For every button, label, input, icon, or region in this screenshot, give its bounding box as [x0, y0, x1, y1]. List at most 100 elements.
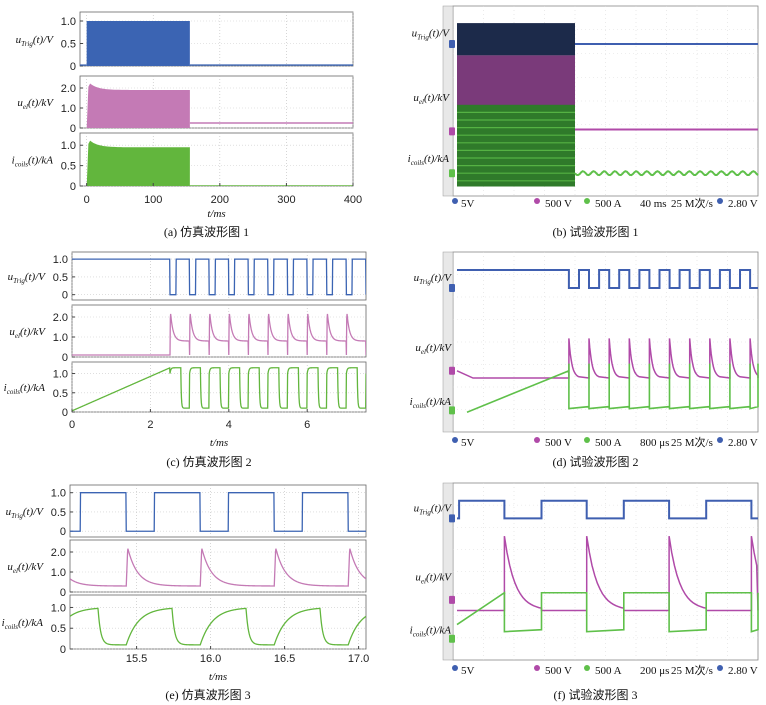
series-band — [86, 83, 190, 128]
readout-dot — [452, 665, 458, 671]
scope-traces — [456, 499, 759, 633]
axis-label: icoils(t)/kA — [410, 624, 452, 638]
panel-frame — [71, 361, 367, 413]
y-tick-label: 0.5 — [51, 507, 66, 519]
waveform-group — [80, 21, 353, 66]
figure-caption: (e) 仿真波形图 3 — [165, 688, 250, 702]
panel-frame — [71, 251, 367, 301]
readout-text: 5V — [461, 665, 475, 677]
axis-label: uel(t)/kV — [413, 92, 450, 106]
x-tick-label: 100 — [144, 194, 162, 206]
readout-text: 2.80 V — [728, 437, 758, 449]
series-line — [72, 313, 366, 356]
readout-text: 5V — [461, 198, 475, 210]
trigger-trace — [457, 499, 758, 520]
x-tick-label: 16.5 — [274, 653, 295, 665]
current-trace — [456, 591, 759, 633]
y-tick-label: 0.5 — [53, 388, 68, 400]
axis-label: icoils(t)/kA — [2, 617, 44, 631]
sim-plot-1: 0 0.5 1.0 uTrig(t)/V 0 1.0 2.0 uel(t)/kV 0 0.5 1.0… — [12, 11, 362, 239]
figure-caption: (c) 仿真波形图 2 — [166, 455, 251, 469]
x-tick-label: 200 — [211, 194, 229, 206]
channel-marker — [449, 169, 455, 178]
waveform-group — [70, 492, 366, 532]
y-tick-label: 1.0 — [53, 369, 68, 381]
y-tick-label: 0 — [62, 290, 68, 302]
x-tick-label: 4 — [226, 419, 232, 431]
y-tick-label: 0 — [70, 61, 76, 73]
panel-1: 0 0.5 1.0 uTrig(t)/V — [6, 484, 367, 538]
readout-text: 5V — [461, 437, 475, 449]
axis-label: uel(t)/kV — [9, 326, 46, 340]
panel-3: 0 0.5 1.0 icoils(t)/kA — [12, 132, 354, 193]
voltage-trace — [457, 535, 759, 612]
y-tick-label: 1.0 — [61, 103, 76, 115]
y-tick-label: 0 — [70, 181, 76, 193]
y-tick-label: 0 — [70, 123, 76, 135]
series-line — [70, 492, 366, 532]
y-tick-label: 0 — [60, 587, 66, 599]
series-band — [86, 140, 190, 186]
current-trace — [466, 363, 759, 413]
trigger-band — [457, 23, 575, 56]
panel-frame — [69, 594, 367, 650]
waveform-group — [70, 548, 366, 587]
axis-label: uel(t)/kV — [7, 561, 44, 575]
readout-dot — [717, 665, 723, 671]
axis-label: icoils(t)/kA — [410, 396, 452, 410]
channel-marker — [449, 406, 455, 415]
readout-dot — [584, 198, 590, 204]
x-tick-label: 300 — [277, 194, 295, 206]
readout-dot — [534, 437, 540, 443]
readout-text: 200 μs — [640, 665, 669, 677]
axis-label: icoils(t)/kA — [4, 382, 46, 396]
figure-caption: (a) 仿真波形图 1 — [164, 225, 249, 239]
panel-2: 0 1.0 2.0 uel(t)/kV — [7, 539, 367, 599]
y-tick-label: 0.5 — [61, 39, 76, 51]
axis-label: uTrig(t)/V — [414, 272, 453, 286]
y-tick-label: 0 — [60, 526, 66, 538]
readout-text: 500 A — [595, 437, 622, 449]
channel-marker — [449, 514, 455, 523]
y-tick-label: 2.0 — [53, 312, 68, 324]
readout-dot — [717, 437, 723, 443]
current-trace — [574, 170, 759, 177]
x-tick-label: 2 — [147, 419, 153, 431]
channel-marker — [449, 634, 455, 643]
axis-label: uTrig(t)/V — [16, 34, 55, 48]
scope-traces — [456, 269, 759, 413]
x-axis-label: t/ms — [209, 671, 227, 683]
y-tick-label: 1.0 — [51, 567, 66, 579]
sim-plot-2: 0 0.5 1.0 uTrig(t)/V 0 1.0 2.0 uel(t)/kV 0 0.5 1.0… — [4, 251, 367, 469]
scope-plot-3: uTrig(t)/V uel(t)/kV icoils(t)/kA 5V 500 V 50… — [410, 482, 759, 702]
y-tick-label: 0.5 — [61, 161, 76, 173]
channel-marker — [449, 366, 455, 375]
scope-plot-1: uTrig(t)/V uel(t)/kV icoils(t)/kA 5V 500 V 50… — [408, 5, 759, 239]
waveform-group — [86, 83, 353, 128]
readout-text: 500 V — [545, 665, 572, 677]
readout-text: 40 ms — [640, 198, 667, 210]
readout-dot — [534, 665, 540, 671]
readout-text: 500 V — [545, 437, 572, 449]
current-band — [457, 104, 575, 187]
scope-plot-2: uTrig(t)/V uel(t)/kV icoils(t)/kA 5V 500 V 50… — [410, 251, 759, 469]
axis-label: uel(t)/kV — [17, 97, 54, 111]
y-tick-label: 0 — [62, 407, 68, 419]
panel-frame — [69, 539, 367, 593]
panel-frame — [71, 304, 367, 358]
x-tick-label: 400 — [344, 194, 362, 206]
waveform-group — [86, 140, 353, 186]
readout-text: 25 M次/s — [671, 435, 713, 449]
waveform-group — [72, 313, 366, 356]
y-tick-label: 1.0 — [51, 602, 66, 614]
channel-marker — [449, 40, 455, 48]
readout-text: 2.80 V — [728, 665, 758, 677]
series-band — [86, 21, 190, 66]
sim-plot-3: 0 0.5 1.0 uTrig(t)/V 0 1.0 2.0 uel(t)/kV 0 0.5 1.0… — [2, 484, 369, 702]
readout-text: 500 A — [595, 665, 622, 677]
y-tick-label: 1.0 — [53, 254, 68, 266]
readout-dot — [534, 198, 540, 204]
x-tick-label: 0 — [69, 419, 75, 431]
axis-label: uel(t)/kV — [415, 342, 452, 356]
